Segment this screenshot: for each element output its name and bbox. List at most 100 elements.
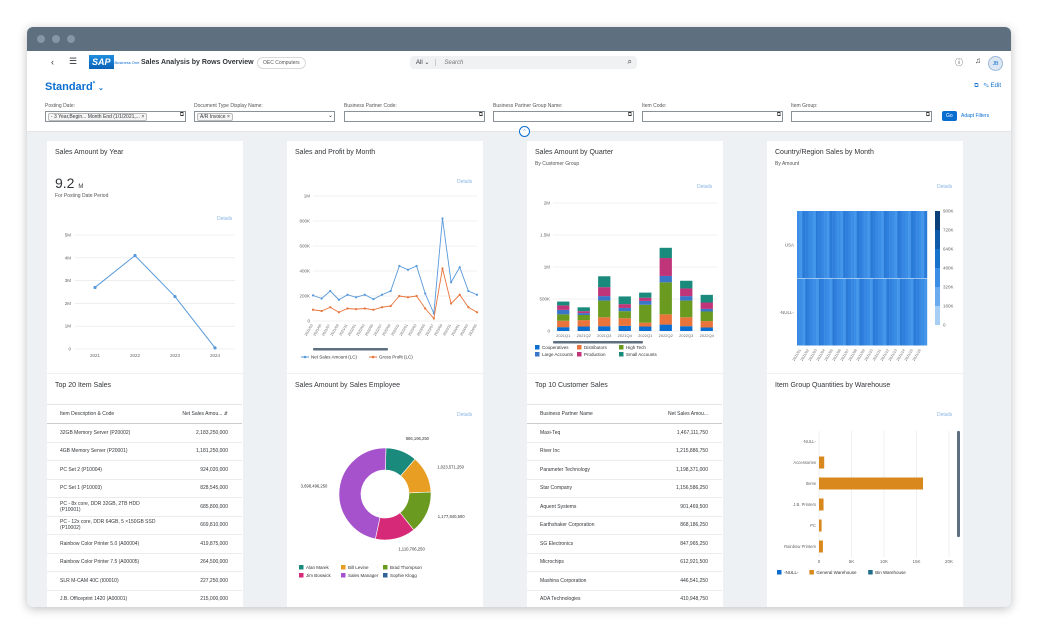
table-row[interactable]: Parameter Technology 1,198,371,000 xyxy=(527,461,722,480)
adapt-filters-button[interactable]: Adapt Filters xyxy=(961,113,990,119)
search-scope-label: All xyxy=(416,60,423,66)
table-row[interactable]: PC Set 1 (P10003) 828,545,000 xyxy=(47,480,242,498)
heatmap-cell xyxy=(886,211,890,278)
notification-bell-icon[interactable]: ♫ xyxy=(975,56,981,65)
details-link[interactable]: Details xyxy=(217,216,233,222)
table-row[interactable]: PC - 12x core, DDR 64GB, 5 ×150GB SSD (P… xyxy=(47,517,242,535)
table-row[interactable]: Microchips 612,921,500 xyxy=(527,554,722,572)
company-badge[interactable]: OEC Computers xyxy=(257,57,306,69)
table-row[interactable]: River Inc 1,215,886,750 xyxy=(527,443,722,461)
back-icon[interactable]: ‹ xyxy=(51,57,54,67)
details-link[interactable]: Details xyxy=(937,184,953,190)
filter-label-bp-code: Business Partner Code: xyxy=(344,103,397,109)
value-help-icon[interactable]: ⧉ xyxy=(776,112,781,118)
data-point xyxy=(415,294,418,298)
collapse-header-button[interactable]: ⌃ xyxy=(519,126,530,137)
bar-segment xyxy=(598,287,611,297)
heatmap-cell xyxy=(807,278,811,346)
window-close-dot[interactable] xyxy=(37,35,45,43)
column-header[interactable]: Net Sales Amou... xyxy=(667,411,708,417)
card-sales-by-year[interactable]: Sales Amount by Year 9.2 M For Posting D… xyxy=(47,141,243,373)
legend-label: Sales Manager xyxy=(348,573,379,578)
table-row[interactable]: SLR M-CAM 40C (I00010) 227,250,000 xyxy=(47,572,242,591)
bp-code-filter[interactable]: ⧉ xyxy=(344,111,485,122)
bar-segment xyxy=(577,315,590,321)
menu-icon[interactable]: ☰ xyxy=(69,56,78,66)
table-row[interactable]: SG Electronics 847,965,250 xyxy=(527,535,722,554)
legend-marker xyxy=(371,355,375,359)
table-row[interactable]: PC Set 2 (P10004) 924,020,000 xyxy=(47,461,242,480)
filter-token[interactable]: - 3 Year,Begin... Month End (1/1/2021,..… xyxy=(48,112,148,121)
heatmap-cell xyxy=(867,211,871,278)
heatmap-cell xyxy=(840,211,844,278)
variant-selector[interactable]: Standard*⌄ xyxy=(45,81,104,93)
table-row[interactable]: Mashina Corporation 446,541,250 xyxy=(527,572,722,591)
kpi-unit: M xyxy=(78,184,84,190)
go-button[interactable]: Go xyxy=(942,111,957,121)
value-help-icon[interactable]: ⧉ xyxy=(179,112,184,118)
details-link[interactable]: Details xyxy=(457,412,473,418)
chevron-down-icon[interactable]: ⌄ xyxy=(327,113,333,119)
details-link[interactable]: Details xyxy=(937,412,953,418)
edit-button[interactable]: ⧉ ✎ Edit xyxy=(974,83,1001,90)
help-icon[interactable]: ⓘ xyxy=(955,58,963,67)
column-header[interactable]: Business Partner Name xyxy=(540,411,593,417)
column-header[interactable]: Item Description & Code xyxy=(60,411,115,417)
y-tick-label: 3M xyxy=(65,278,72,283)
heatmap-cell xyxy=(878,211,882,278)
card-top20-items[interactable]: Top 20 Item Sales Item Description & Cod… xyxy=(47,374,243,607)
filter-token[interactable]: A/R Invoice × xyxy=(197,112,233,121)
heatmap-cell xyxy=(899,211,903,278)
card-top10-customers[interactable]: Top 10 Customer Sales Business Partner N… xyxy=(527,374,723,607)
card-country-sales[interactable]: Country/Region Sales by Month By Amount … xyxy=(767,141,963,373)
heatmap-cell xyxy=(872,278,876,346)
x-tick-label: 2023/01 xyxy=(399,324,409,337)
table-row[interactable]: Aquent Systems 901,469,500 xyxy=(527,498,722,517)
table-row[interactable]: ADA Technologies 410,948,750 xyxy=(527,591,722,608)
search-field[interactable]: All ⌄ Search ⌕ xyxy=(410,56,637,69)
document-type-filter[interactable]: A/R Invoice × ⌄ xyxy=(194,111,335,122)
card-subtitle: By Customer Group xyxy=(535,161,580,167)
app-window: ‹ ☰ SAP Business One Sales Analysis by R… xyxy=(27,27,1011,607)
details-link[interactable]: Details xyxy=(697,184,713,190)
item-code-filter[interactable]: ⧉ xyxy=(642,111,783,122)
search-icon[interactable]: ⌕ xyxy=(627,57,632,66)
heatmap-cell xyxy=(870,278,874,346)
card-warehouse-quantities[interactable]: Item Group Quantities by Warehouse Detai… xyxy=(767,374,963,607)
details-link[interactable]: Details xyxy=(457,179,473,185)
cell-name: PC - 8x core, DDR 32GB, 2TB HDD (P10001) xyxy=(60,500,140,513)
table-row[interactable]: Rainbow Color Printer 5.0 (A00004) 419,87… xyxy=(47,535,242,554)
data-point xyxy=(380,306,384,309)
value-help-icon[interactable]: ⧉ xyxy=(478,112,483,118)
item-group-filter[interactable]: ⧉ xyxy=(791,111,932,122)
search-scope-select[interactable]: All ⌄ xyxy=(410,59,437,66)
heatmap-cell xyxy=(878,278,882,346)
table-row[interactable]: 32GB Memory Server (P20002) 2,183,250,000 xyxy=(47,424,242,443)
window-maximize-dot[interactable] xyxy=(67,35,75,43)
posting-date-filter[interactable]: - 3 Year,Begin... Month End (1/1/2021,..… xyxy=(45,111,186,122)
column-header[interactable]: Net Sales Amou... ⇵ xyxy=(160,411,242,417)
sort-icon[interactable]: ⇵ xyxy=(223,411,228,417)
table-row[interactable]: Earthshaker Corporation 868,186,250 xyxy=(527,517,722,535)
share-icon[interactable]: ⧉ xyxy=(974,83,979,89)
x-tick-label: 20K xyxy=(945,559,953,564)
table-row[interactable]: Maxi-Teq 1,467,111,750 xyxy=(527,424,722,443)
table-row[interactable]: 4GB Memory Server (P20001) 1,181,250,000 xyxy=(47,443,242,461)
y-tick-label: 2M xyxy=(65,301,72,306)
heatmap-cell xyxy=(910,278,914,346)
table-row[interactable]: J.B. Officeprint 1420 (A00001) 215,000,00… xyxy=(47,591,242,608)
search-input[interactable]: Search xyxy=(444,59,464,66)
table-row[interactable]: Rainbow Color Printer 7.5 (A00005) 264,50… xyxy=(47,554,242,572)
bp-group-filter[interactable]: ⧉ xyxy=(493,111,634,122)
value-help-icon[interactable]: ⧉ xyxy=(925,112,930,118)
card-sales-by-quarter[interactable]: Sales Amount by Quarter By Customer Grou… xyxy=(527,141,723,373)
value-help-icon[interactable]: ⧉ xyxy=(627,112,632,118)
table-row[interactable]: Star Company 1,156,586,250 xyxy=(527,480,722,498)
x-tick-label: 2024/03 xyxy=(459,324,469,337)
table-row[interactable]: PC - 8x core, DDR 32GB, 2TB HDD (P10001)… xyxy=(47,498,242,517)
card-sales-profit-month[interactable]: Sales and Profit by Month Details 0 200K 4… xyxy=(287,141,483,373)
avatar[interactable]: JB xyxy=(988,56,1003,71)
card-sales-by-employee[interactable]: Sales Amount by Sales Employee Details 8… xyxy=(287,374,483,607)
heatmap-cell xyxy=(916,278,920,346)
window-minimize-dot[interactable] xyxy=(52,35,60,43)
